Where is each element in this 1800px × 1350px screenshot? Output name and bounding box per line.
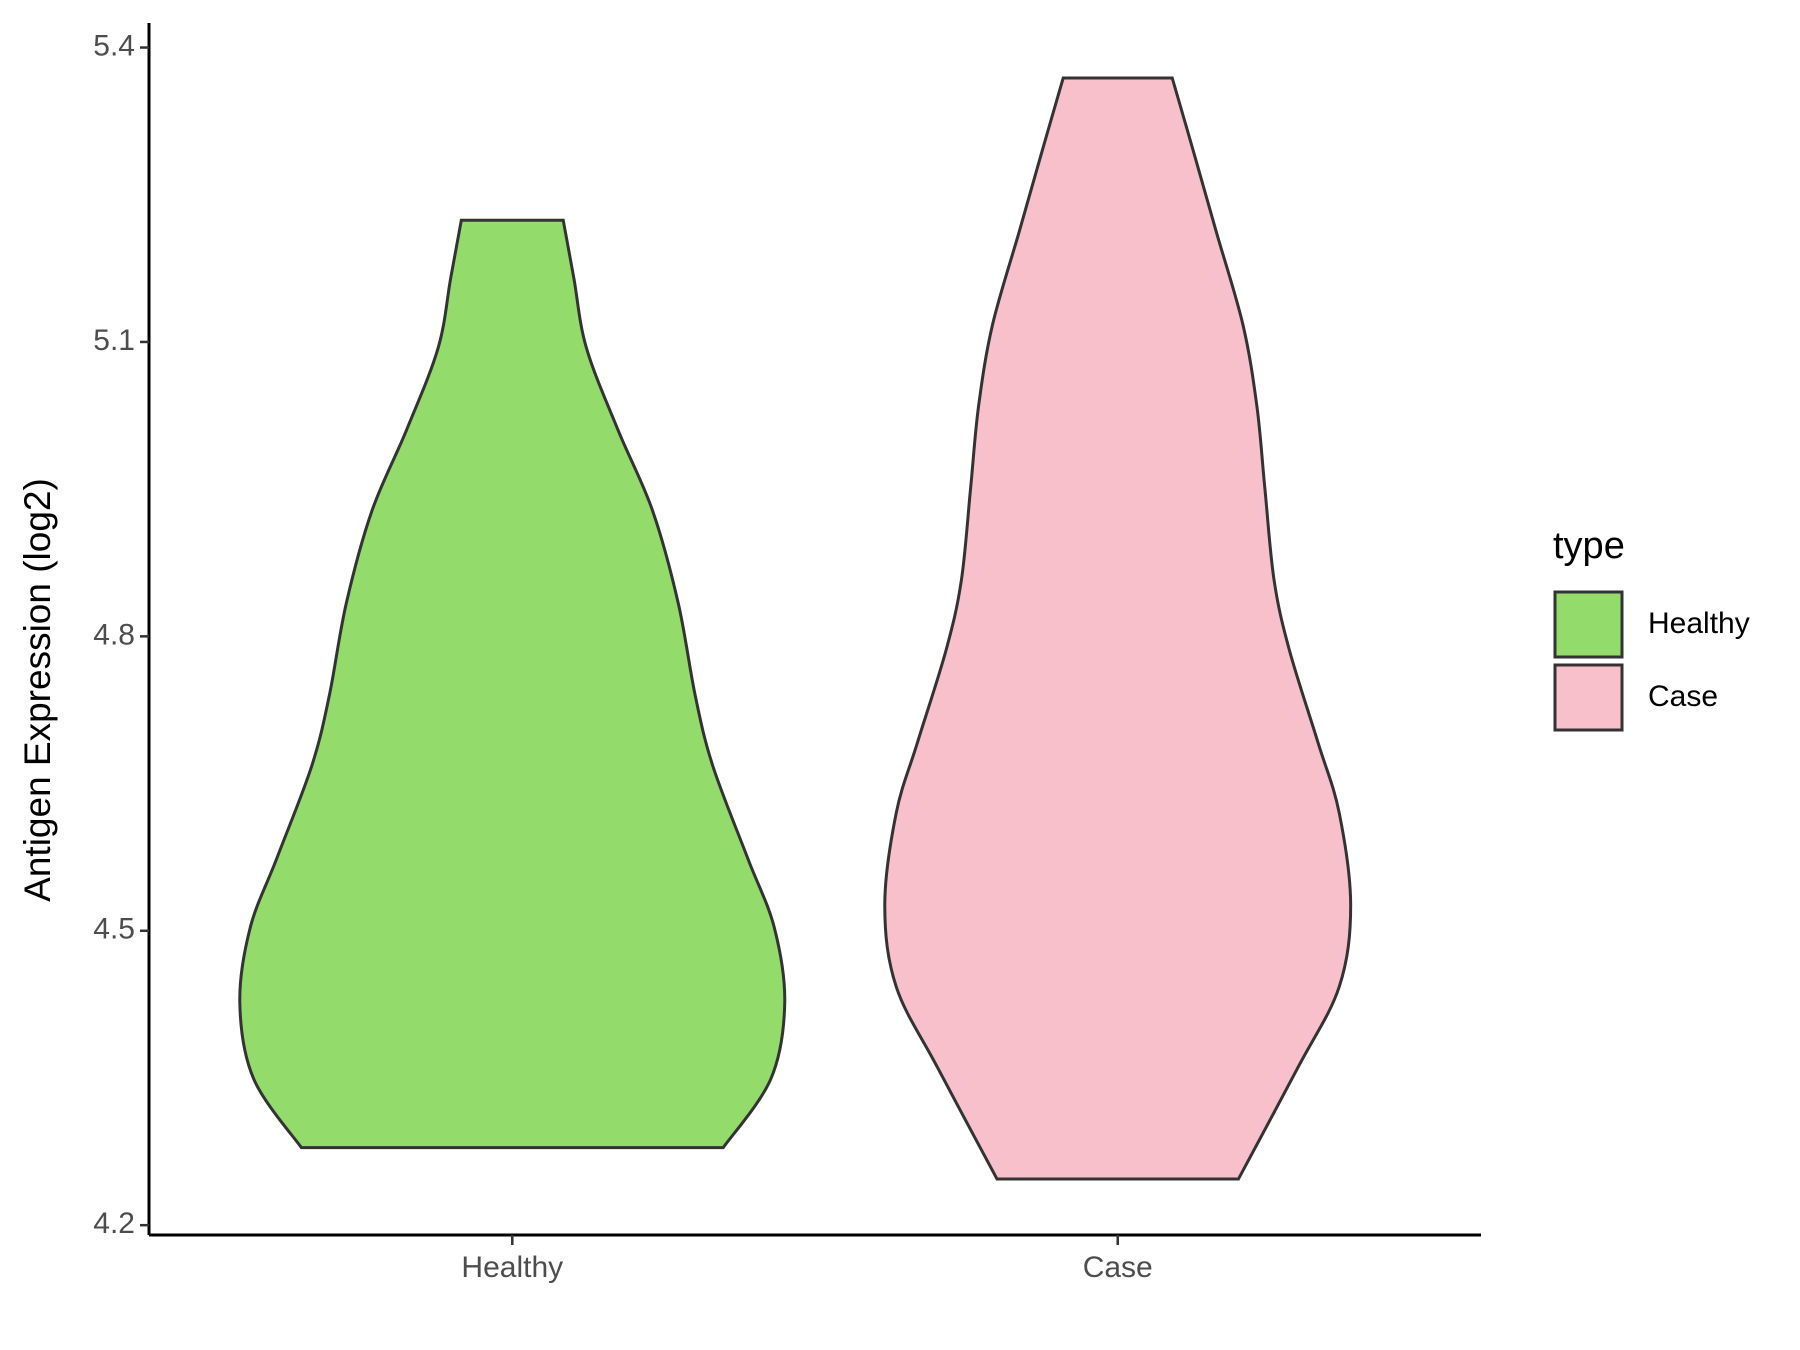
legend-title: type xyxy=(1553,525,1625,567)
y-tick-label: 4.8 xyxy=(93,618,135,651)
legend-key xyxy=(1553,590,1624,659)
y-tick-label: 5.1 xyxy=(93,324,135,357)
y-tick-label: 5.4 xyxy=(93,29,135,62)
y-tick-label: 4.5 xyxy=(93,913,135,946)
legend-key xyxy=(1553,663,1624,732)
legend-label: Healthy xyxy=(1648,607,1750,640)
y-tick-label: 4.2 xyxy=(93,1207,135,1240)
x-tick-label: Case xyxy=(1083,1251,1153,1284)
violin xyxy=(238,218,787,1150)
legend-label: Case xyxy=(1648,680,1718,713)
x-tick-label: Healthy xyxy=(461,1251,563,1284)
y-axis-title: Antigen Expression (log2) xyxy=(17,478,58,902)
violin xyxy=(883,76,1353,1181)
